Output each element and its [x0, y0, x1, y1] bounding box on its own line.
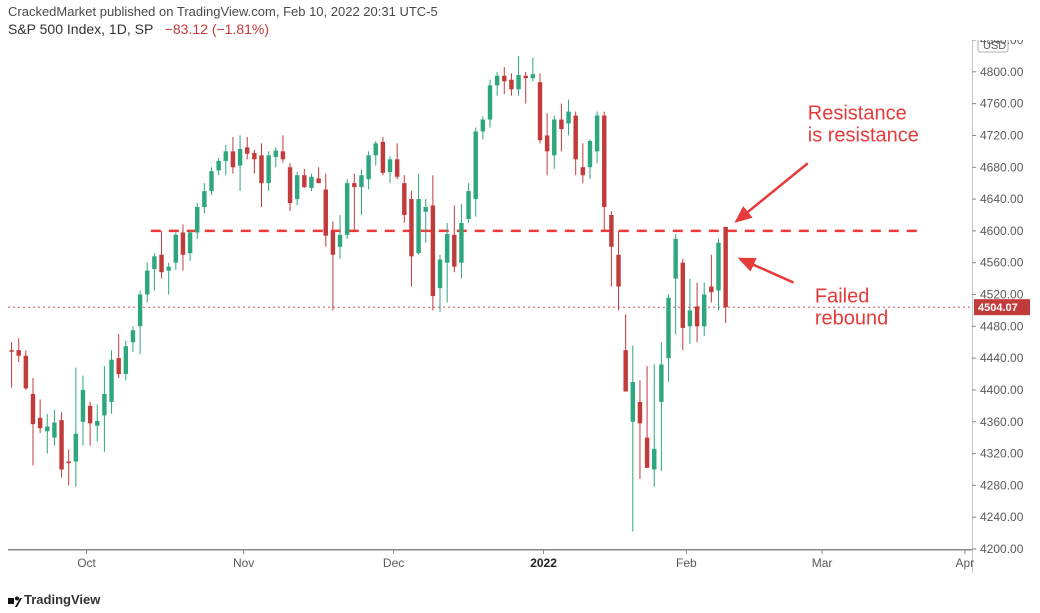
svg-text:4200.00: 4200.00 — [980, 542, 1024, 556]
legend-change-value: −83.12 — [165, 21, 208, 37]
svg-text:4600.00: 4600.00 — [980, 224, 1024, 238]
svg-text:Feb: Feb — [676, 556, 697, 570]
tradingview-logo-icon — [8, 594, 22, 608]
chart-legend: S&P 500 Index, 1D, SP −83.12 (−1.81%) — [0, 19, 1040, 37]
svg-text:4760.00: 4760.00 — [980, 97, 1024, 111]
legend-change-pct: (−1.81%) — [212, 21, 269, 37]
svg-text:4640.00: 4640.00 — [980, 192, 1024, 206]
svg-text:Dec: Dec — [383, 556, 404, 570]
svg-text:Apr: Apr — [956, 556, 975, 570]
chart-area[interactable]: 4200.00 4240.00 4280.00 4320.00 4360.00 4400.… — [8, 40, 1032, 573]
svg-text:4720.00: 4720.00 — [980, 128, 1024, 142]
svg-text:is resistance: is resistance — [808, 125, 919, 147]
published-line: CrackedMarket published on TradingView.c… — [0, 0, 1040, 19]
svg-text:Nov: Nov — [233, 556, 254, 570]
svg-text:4240.00: 4240.00 — [980, 510, 1024, 524]
svg-text:4560.00: 4560.00 — [980, 256, 1024, 270]
svg-text:4400.00: 4400.00 — [980, 383, 1024, 397]
svg-text:4360.00: 4360.00 — [980, 415, 1024, 429]
svg-text:2022: 2022 — [530, 556, 557, 570]
svg-text:4800.00: 4800.00 — [980, 65, 1024, 79]
branding-label: TradingView — [24, 592, 100, 607]
svg-text:Mar: Mar — [812, 556, 833, 570]
svg-text:USD: USD — [983, 40, 1006, 52]
svg-text:4504.07: 4504.07 — [978, 302, 1018, 314]
svg-text:4320.00: 4320.00 — [980, 447, 1024, 461]
svg-text:4280.00: 4280.00 — [980, 478, 1024, 492]
legend-symbol: S&P 500 Index, 1D, SP — [8, 21, 153, 37]
svg-text:rebound: rebound — [815, 307, 888, 329]
svg-text:Oct: Oct — [77, 556, 96, 570]
svg-text:4680.00: 4680.00 — [980, 160, 1024, 174]
candlestick-chart[interactable]: 4200.00 4240.00 4280.00 4320.00 4360.00 4400.… — [8, 40, 1032, 573]
svg-text:Resistance: Resistance — [808, 103, 907, 125]
svg-text:4440.00: 4440.00 — [980, 351, 1024, 365]
svg-text:Failed: Failed — [815, 285, 869, 307]
branding-bar: TradingView — [8, 592, 100, 607]
svg-text:4480.00: 4480.00 — [980, 319, 1024, 333]
